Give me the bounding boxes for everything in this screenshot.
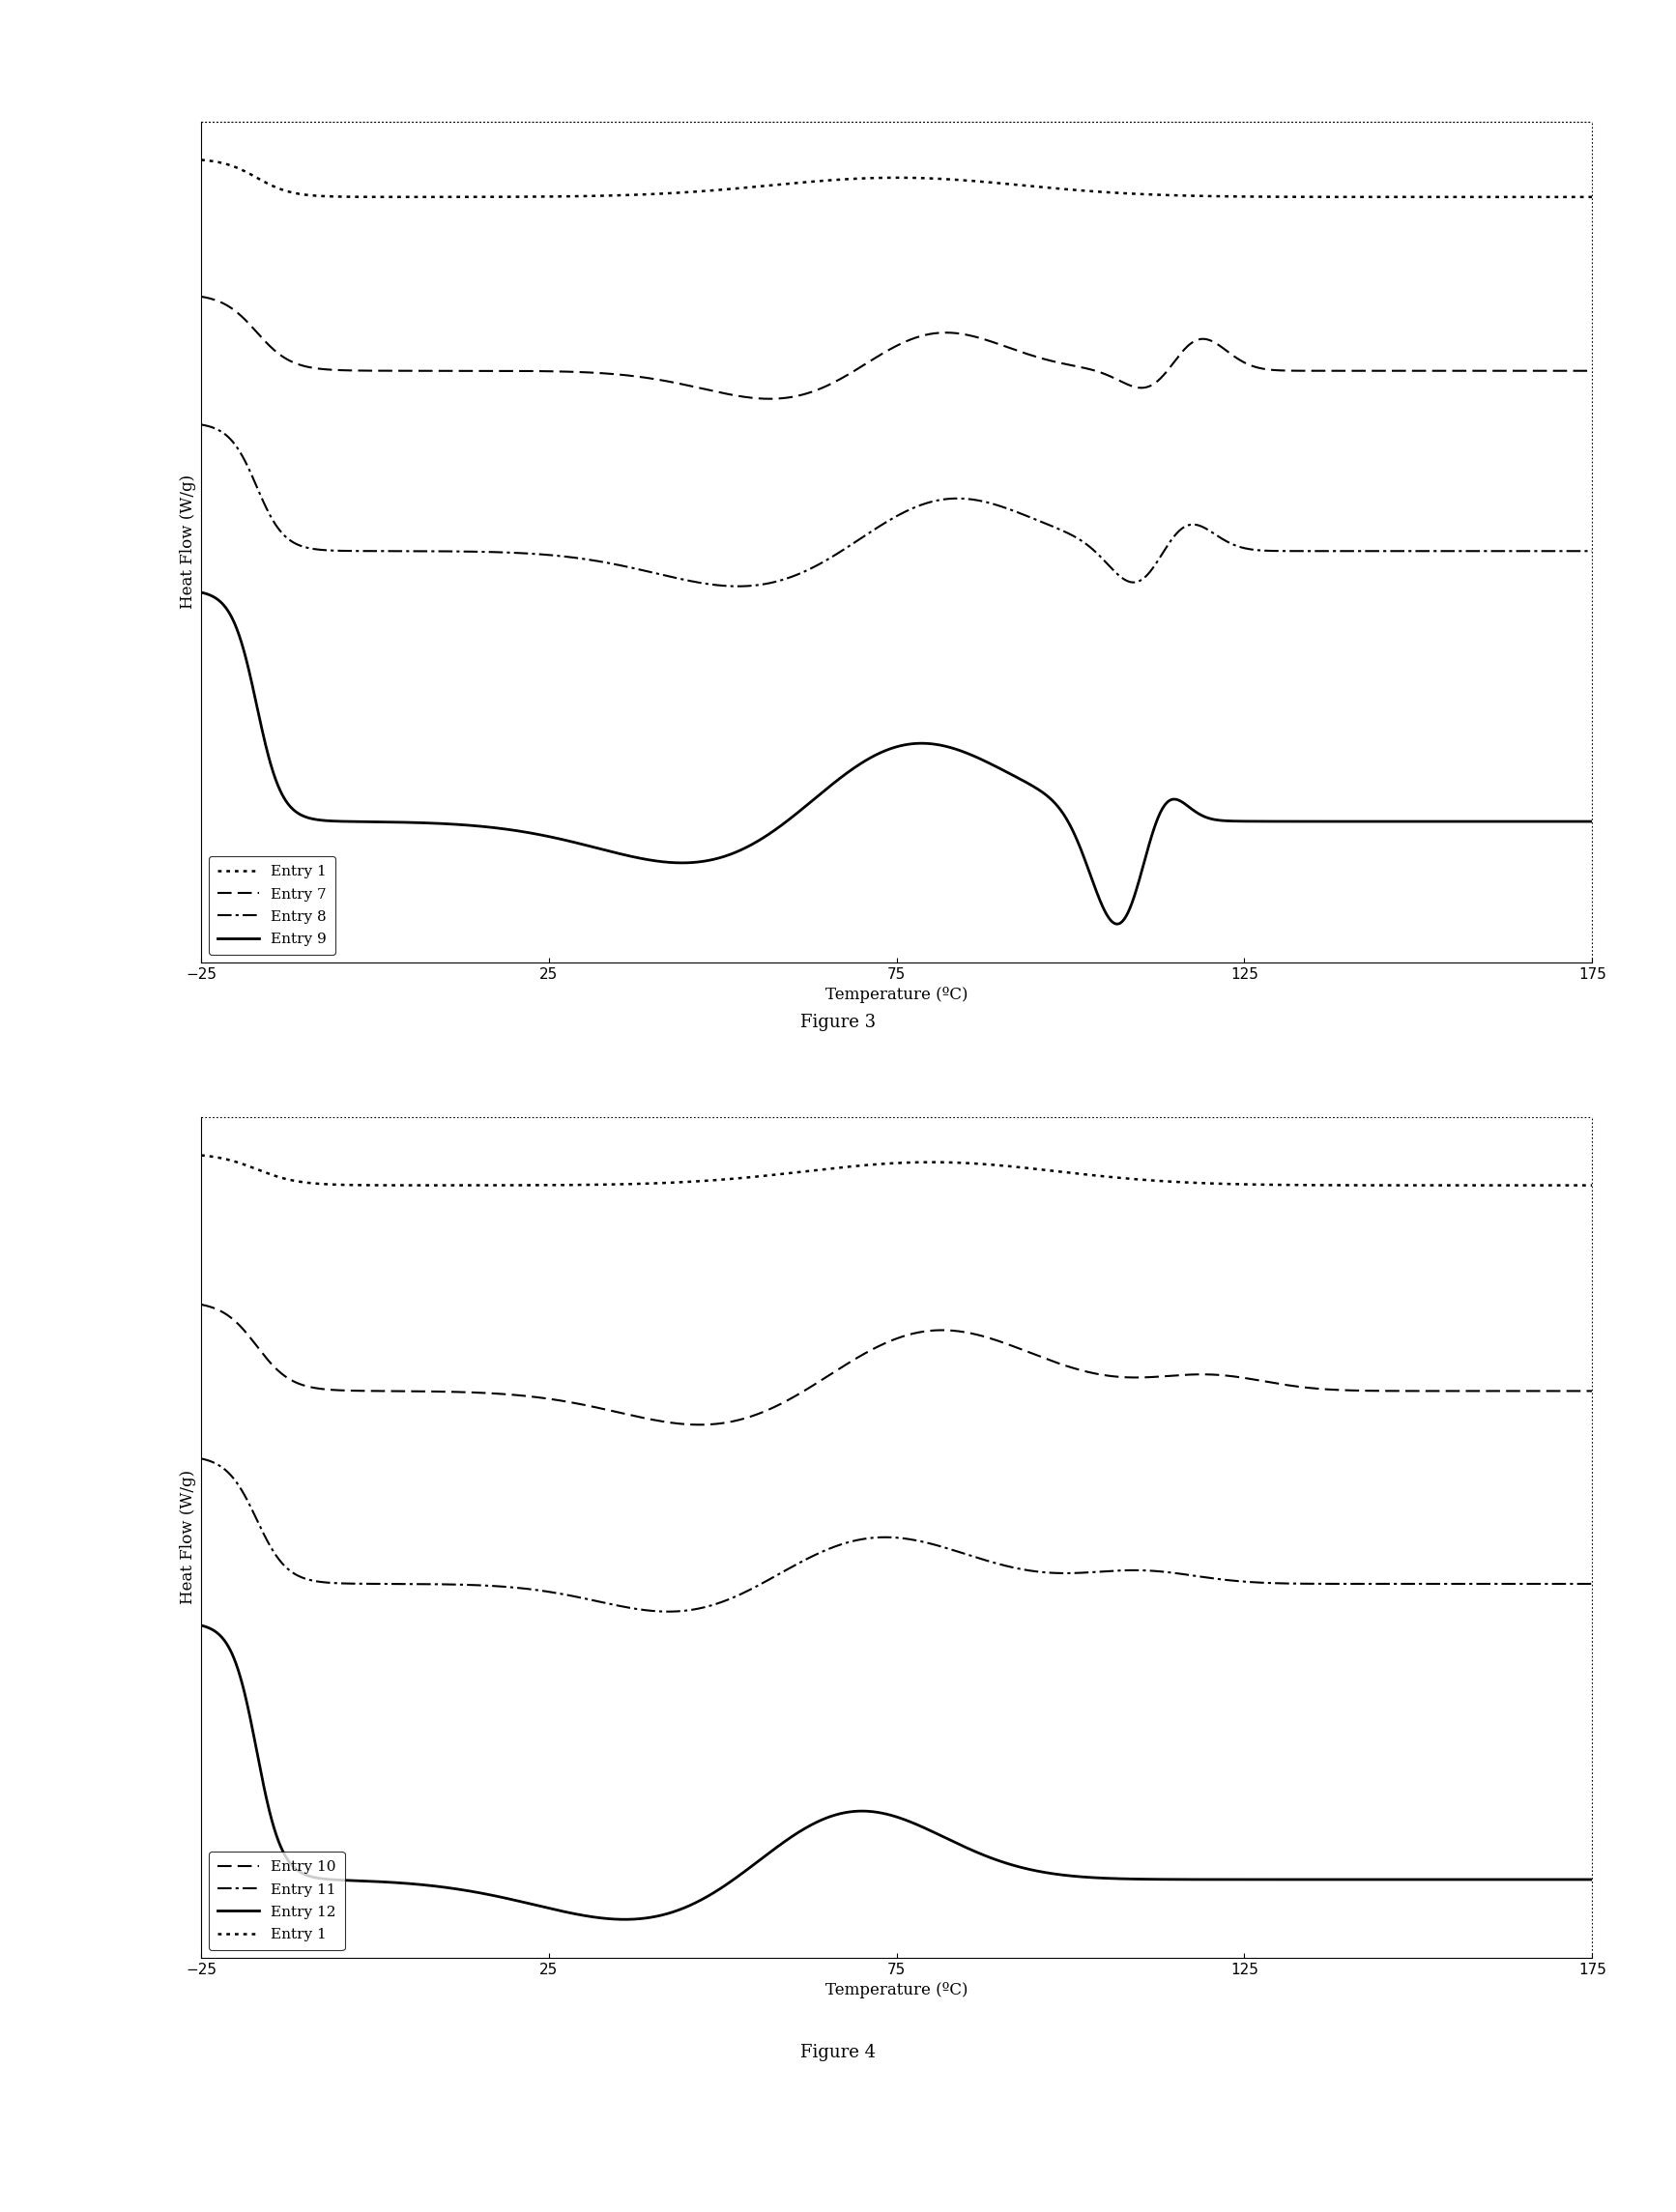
Entry 1 <box>1404 1172 1425 1199</box>
Entry 9 <box>1406 807 1426 834</box>
Entry 1 <box>350 1172 370 1199</box>
Line: Entry 1: Entry 1 <box>201 159 1592 197</box>
Entry 1 <box>432 1172 453 1199</box>
Entry 9 <box>724 838 744 865</box>
Entry 1 <box>784 1159 804 1186</box>
Text: Figure 3: Figure 3 <box>799 1013 877 1031</box>
Entry 1 <box>1555 1172 1575 1199</box>
Entry 12 <box>786 1820 806 1847</box>
Entry 8 <box>727 573 747 599</box>
Entry 10 <box>432 1378 453 1405</box>
Entry 9 <box>1108 911 1128 938</box>
Entry 11 <box>191 1444 211 1471</box>
Entry 10 <box>1406 1378 1426 1405</box>
Entry 8 <box>1406 538 1426 564</box>
Entry 11 <box>1555 1571 1575 1597</box>
Entry 12 <box>726 1865 746 1891</box>
Line: Entry 7: Entry 7 <box>201 296 1592 398</box>
Entry 11 <box>726 1584 746 1610</box>
Entry 1 <box>191 146 211 173</box>
Entry 8 <box>432 538 453 564</box>
Line: Entry 11: Entry 11 <box>201 1458 1592 1613</box>
Entry 9 <box>432 810 453 836</box>
Entry 1 <box>350 184 370 210</box>
Y-axis label: Heat Flow (W/g): Heat Flow (W/g) <box>179 1471 196 1604</box>
X-axis label: Temperature (ºC): Temperature (ºC) <box>825 987 969 1004</box>
Entry 12 <box>1555 1867 1575 1893</box>
Entry 12 <box>191 1613 211 1639</box>
Entry 10 <box>726 1407 746 1433</box>
Entry 8 <box>1582 538 1602 564</box>
Entry 9 <box>191 580 211 606</box>
Entry 12 <box>350 1867 370 1893</box>
Legend: Entry 10, Entry 11, Entry 12, Entry 1: Entry 10, Entry 11, Entry 12, Entry 1 <box>208 1851 345 1951</box>
Entry 8 <box>786 562 806 588</box>
Entry 8 <box>350 538 370 564</box>
Entry 11 <box>1406 1571 1426 1597</box>
Line: Entry 8: Entry 8 <box>201 425 1592 586</box>
Entry 12 <box>615 1907 635 1933</box>
Entry 7 <box>1406 358 1426 385</box>
Y-axis label: Heat Flow (W/g): Heat Flow (W/g) <box>179 476 196 608</box>
Entry 9 <box>350 807 370 834</box>
Entry 10 <box>350 1378 370 1405</box>
Line: Entry 9: Entry 9 <box>201 593 1592 925</box>
Line: Entry 1: Entry 1 <box>201 1155 1592 1186</box>
Entry 9 <box>784 801 804 827</box>
Entry 11 <box>1582 1571 1602 1597</box>
Entry 10 <box>689 1411 709 1438</box>
Entry 1 <box>1582 184 1602 210</box>
Entry 7 <box>432 358 453 385</box>
Entry 7 <box>191 283 211 310</box>
Entry 1 <box>784 170 804 197</box>
Entry 1 <box>724 175 744 201</box>
Entry 12 <box>1582 1867 1602 1893</box>
Entry 1 <box>191 1141 211 1168</box>
Entry 1 <box>1582 1172 1602 1199</box>
Entry 9 <box>1582 807 1602 834</box>
Entry 8 <box>1555 538 1575 564</box>
Entry 11 <box>432 1571 453 1597</box>
Entry 9 <box>1555 807 1575 834</box>
Line: Entry 10: Entry 10 <box>201 1305 1592 1425</box>
Entry 7 <box>1582 358 1602 385</box>
Entry 10 <box>1555 1378 1575 1405</box>
Entry 1 <box>432 184 453 210</box>
Entry 11 <box>350 1571 370 1597</box>
Entry 7 <box>759 385 779 411</box>
Entry 11 <box>786 1553 806 1579</box>
Entry 7 <box>786 383 806 409</box>
Entry 1 <box>724 1166 744 1192</box>
Entry 1 <box>1404 184 1425 210</box>
Entry 1 <box>1555 184 1575 210</box>
Entry 7 <box>350 358 370 385</box>
Entry 8 <box>191 411 211 438</box>
Text: Figure 4: Figure 4 <box>801 2044 875 2062</box>
X-axis label: Temperature (ºC): Temperature (ºC) <box>825 1982 969 2000</box>
Entry 10 <box>191 1292 211 1318</box>
Entry 7 <box>724 383 744 409</box>
Entry 12 <box>1406 1867 1426 1893</box>
Entry 7 <box>1555 358 1575 385</box>
Entry 8 <box>724 573 744 599</box>
Line: Entry 12: Entry 12 <box>201 1626 1592 1920</box>
Legend: Entry 1, Entry 7, Entry 8, Entry 9: Entry 1, Entry 7, Entry 8, Entry 9 <box>208 856 335 956</box>
Entry 10 <box>786 1382 806 1409</box>
Entry 11 <box>659 1599 679 1626</box>
Entry 10 <box>1582 1378 1602 1405</box>
Entry 12 <box>432 1874 453 1900</box>
